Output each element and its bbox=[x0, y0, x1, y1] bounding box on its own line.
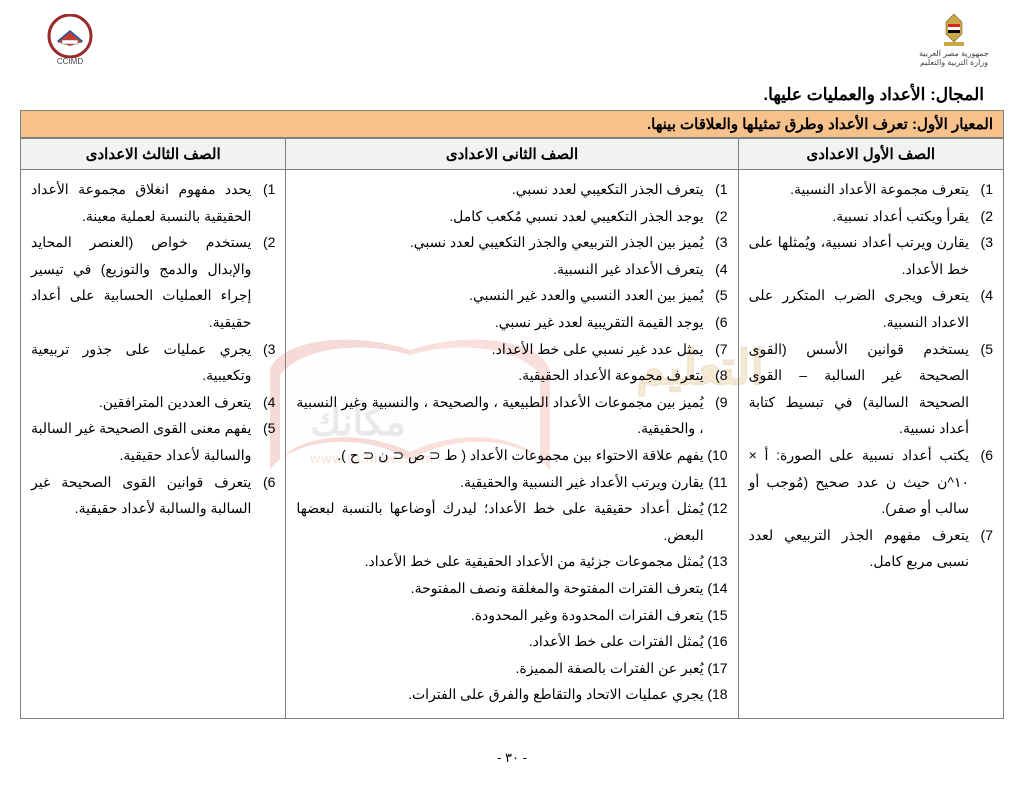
ccimd-logo: CCIMD bbox=[30, 10, 110, 70]
list-item: يُميز بين مجموعات الأعداد الطبيعية ، وال… bbox=[296, 389, 727, 442]
page-number: - ٣٠ - bbox=[0, 750, 1024, 766]
list-item: يتعرف قوانين القوى الصحيحة غير السالبة و… bbox=[31, 469, 275, 522]
list-item: يُمثل مجموعات جزئية من الأعداد الحقيقية … bbox=[296, 548, 727, 575]
list-item: يفهم علاقة الاحتواء بين مجموعات الأعداد … bbox=[296, 442, 727, 469]
list-item: يجري عمليات الاتحاد والتقاطع والفرق على … bbox=[296, 681, 727, 708]
list-item: يُعبر عن الفترات بالصفة المميزة. bbox=[296, 655, 727, 682]
list-item: يوجد الجذر التكعيبي لعدد نسبي مُكعب كامل… bbox=[296, 203, 727, 230]
list-item: يحدد مفهوم انغلاق مجموعة الأعداد الحقيقي… bbox=[31, 176, 275, 229]
ccimd-logo-icon bbox=[42, 14, 98, 58]
list-item: يجري عمليات على جذور تربيعية وتكعيبية. bbox=[31, 336, 275, 389]
list-item: يتعرف الفترات المفتوحة والمغلقة ونصف الم… bbox=[296, 575, 727, 602]
list-item: يستخدم خواص (العنصر المحايد والإبدال وال… bbox=[31, 229, 275, 335]
list-item: يُمثل أعداد حقيقية على خط الأعداد؛ ليدرك… bbox=[296, 495, 727, 548]
col-header-grade1: الصف الأول الاعدادى bbox=[738, 139, 1003, 170]
grade2-list: يتعرف الجذر التكعيبي لعدد نسبي.يوجد الجذ… bbox=[296, 176, 727, 708]
list-item: يتعرف ويجرى الضرب المتكرر على الاعداد ال… bbox=[749, 282, 993, 335]
ministry-logo: جمهورية مصر العربية وزارة التربية والتعل… bbox=[914, 10, 994, 70]
list-item: يُميز بين الجذر التربيعي والجذر التكعيبي… bbox=[296, 229, 727, 256]
cell-grade3: يحدد مفهوم انغلاق مجموعة الأعداد الحقيقي… bbox=[21, 170, 286, 719]
list-item: يفهم معنى القوى الصحيحة غير السالبة والس… bbox=[31, 415, 275, 468]
list-item: يتعرف مفهوم الجذر التربيعي لعدد نسبى مرب… bbox=[749, 522, 993, 575]
cell-grade2: يتعرف الجذر التكعيبي لعدد نسبي.يوجد الجذ… bbox=[286, 170, 738, 719]
curriculum-table: الصف الأول الاعدادى الصف الثانى الاعدادى… bbox=[20, 138, 1004, 719]
list-item: يمثل عدد غير نسبي على خط الأعداد. bbox=[296, 336, 727, 363]
list-item: يستخدم قوانين الأسس (القوى الصحيحة غير ا… bbox=[749, 336, 993, 442]
standard-title-bar: المعيار الأول: تعرف الأعداد وطرق تمثيلها… bbox=[20, 110, 1004, 138]
list-item: يتعرف مجموعة الأعداد الحقيقية. bbox=[296, 362, 727, 389]
col-header-grade3: الصف الثالث الاعدادى bbox=[21, 139, 286, 170]
eagle-emblem-icon bbox=[934, 12, 974, 50]
list-item: يقارن ويرتب الأعداد غير النسبية والحقيقي… bbox=[296, 469, 727, 496]
ministry-caption: جمهورية مصر العربية وزارة التربية والتعل… bbox=[914, 50, 994, 68]
list-item: يتعرف الأعداد غير النسبية. bbox=[296, 256, 727, 283]
grade3-list: يحدد مفهوم انغلاق مجموعة الأعداد الحقيقي… bbox=[31, 176, 275, 522]
list-item: يُمثل الفترات على خط الأعداد. bbox=[296, 628, 727, 655]
list-item: يقارن ويرتب أعداد نسبية، ويُمثلها على خط… bbox=[749, 229, 993, 282]
domain-title: المجال: الأعداد والعمليات عليها. bbox=[0, 80, 1024, 110]
col-header-grade2: الصف الثانى الاعدادى bbox=[286, 139, 738, 170]
page-header: جمهورية مصر العربية وزارة التربية والتعل… bbox=[0, 0, 1024, 80]
cell-grade1: يتعرف مجموعة الأعداد النسبية.يقرأ ويكتب … bbox=[738, 170, 1003, 719]
list-item: يتعرف الفترات المحدودة وغير المحدودة. bbox=[296, 602, 727, 629]
table-row: يتعرف مجموعة الأعداد النسبية.يقرأ ويكتب … bbox=[21, 170, 1004, 719]
list-item: يكتب أعداد نسبية على الصورة: أ × ١٠^ن حي… bbox=[749, 442, 993, 522]
list-item: يتعرف الجذر التكعيبي لعدد نسبي. bbox=[296, 176, 727, 203]
grade1-list: يتعرف مجموعة الأعداد النسبية.يقرأ ويكتب … bbox=[749, 176, 993, 575]
ccimd-caption: CCIMD bbox=[57, 58, 83, 67]
list-item: يتعرف العددين المترافقين. bbox=[31, 389, 275, 416]
table-header-row: الصف الأول الاعدادى الصف الثانى الاعدادى… bbox=[21, 139, 1004, 170]
list-item: يتعرف مجموعة الأعداد النسبية. bbox=[749, 176, 993, 203]
list-item: يقرأ ويكتب أعداد نسبية. bbox=[749, 203, 993, 230]
list-item: يوجد القيمة التقريبية لعدد غير نسبي. bbox=[296, 309, 727, 336]
list-item: يُميز بين العدد النسبي والعدد غير النسبي… bbox=[296, 282, 727, 309]
